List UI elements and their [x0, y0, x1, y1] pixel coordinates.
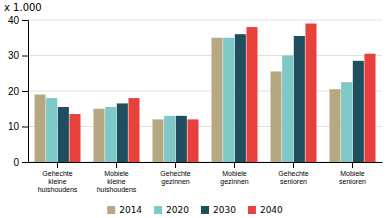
tick-mark [22, 127, 28, 128]
tick: Gehechtegezinnen [160, 162, 190, 186]
grid-line [28, 162, 382, 163]
tick: Gehechtekleinehuishoudens [38, 162, 78, 193]
tick-mark [234, 162, 235, 168]
bar [246, 27, 257, 162]
tick: Mobielekleinehuishoudens [97, 162, 137, 193]
tick-mark [352, 162, 353, 168]
y-label: x 1.000 [4, 2, 42, 13]
legend-item: 2014 [107, 205, 142, 215]
bar [176, 116, 187, 162]
tick-mark [116, 162, 117, 168]
tick-label: Gehechtegezinnen [160, 170, 190, 186]
bar [34, 95, 45, 162]
tick: 20 [8, 86, 28, 97]
grid-line [28, 126, 382, 127]
legend-label: 2040 [260, 205, 283, 215]
grid-line [28, 91, 382, 92]
bar [235, 34, 246, 162]
legend-item: 2040 [248, 205, 283, 215]
grid-line [28, 20, 382, 21]
tick-label: 40 [8, 15, 20, 26]
legend-label: 2014 [119, 205, 142, 215]
bar [270, 71, 281, 162]
bar [211, 38, 222, 162]
tick-mark [293, 162, 294, 168]
grid-line [28, 55, 382, 56]
tick-mark [22, 56, 28, 57]
legend-swatch [201, 206, 209, 214]
bar-series [58, 34, 364, 162]
bar [93, 109, 104, 162]
tick-mark [22, 20, 28, 21]
tick-mark [57, 162, 58, 168]
bar [46, 98, 57, 162]
bar [341, 82, 352, 162]
bar [364, 54, 375, 162]
bar [117, 103, 128, 162]
bar [329, 89, 340, 162]
legend-swatch [154, 206, 162, 214]
legend-item: 2030 [201, 205, 236, 215]
legend-item: 2020 [154, 205, 189, 215]
grid [28, 20, 382, 162]
tick-label: Mobielesenioren [339, 170, 366, 185]
tick-label: Mobielekleinehuishoudens [97, 170, 137, 193]
bar [128, 98, 139, 162]
tick-mark [175, 162, 176, 168]
y-axis: 0 10 20 30 40 [8, 15, 29, 168]
tick-label: Gehechtekleinehuishoudens [38, 170, 78, 193]
bars [34, 24, 375, 162]
axis-line [22, 21, 29, 163]
axis-line [29, 162, 383, 163]
tick-label: Gehechtesenioren [278, 170, 308, 185]
tick: Mobielegezinnen [220, 162, 249, 186]
plot: 0 10 20 30 40 Gehechtekleinehuishoudens Mobiel… [8, 15, 383, 193]
bar [69, 114, 80, 162]
chart-container: 010203040GehechtekleinehuishoudensMobiel… [0, 0, 390, 218]
tick: 0 [13, 157, 28, 168]
x-axis: Gehechtekleinehuishoudens Mobielekleinehu… [29, 162, 383, 193]
bar [282, 56, 293, 163]
chart-svg: 010203040GehechtekleinehuishoudensMobiel… [0, 0, 390, 218]
legend-label: 2020 [166, 205, 189, 215]
legend-label: 2030 [213, 205, 236, 215]
legend-swatch [107, 206, 115, 214]
bar [305, 24, 316, 162]
tick-mark [22, 91, 28, 92]
bar-series [69, 24, 375, 162]
tick-mark [22, 162, 28, 163]
tick: 10 [8, 121, 28, 132]
legend: 2014 2020 2030 2040 [107, 205, 283, 215]
tick-label: Mobielegezinnen [220, 170, 249, 186]
bar [164, 116, 175, 162]
tick-label: 30 [8, 50, 20, 61]
tick: 40 [8, 15, 28, 26]
bar [152, 119, 163, 162]
legend-swatch [248, 206, 256, 214]
tick-label: 20 [8, 86, 20, 97]
tick-label: 10 [8, 121, 20, 132]
bar [105, 107, 116, 162]
bar [353, 61, 364, 162]
tick-label: 0 [13, 157, 19, 168]
bar [187, 119, 198, 162]
bar [223, 38, 234, 162]
bar [294, 36, 305, 162]
bar [58, 107, 69, 162]
tick: Gehechtesenioren [278, 162, 308, 185]
tick: 30 [8, 50, 28, 61]
tick: Mobielesenioren [339, 162, 366, 185]
